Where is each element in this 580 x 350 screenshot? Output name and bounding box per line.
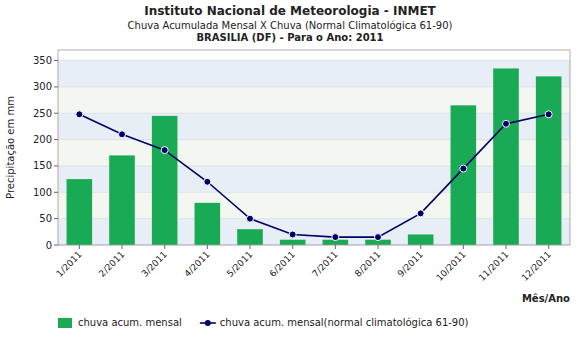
y-tick: [54, 165, 58, 166]
marker: [161, 147, 168, 154]
marker: [417, 210, 424, 217]
subtitle: BRASILIA (DF) - Para o Ano: 2011: [196, 32, 383, 43]
x-tick-label: 6/2011: [268, 249, 297, 278]
x-axis-label: Mês/Ano: [522, 293, 570, 304]
x-tick: [122, 245, 123, 249]
bar: [237, 229, 263, 245]
bar: [451, 105, 477, 245]
title: Instituto Nacional de Meteorologia - INM…: [144, 4, 436, 18]
x-tick: [292, 245, 293, 249]
bar: [536, 76, 562, 245]
marker: [76, 111, 83, 118]
y-tick: [54, 218, 58, 219]
marker: [375, 234, 382, 241]
x-axis: 1/2011 2/2011 3/2011 4/2011 5/2011 6/2011 7/20…: [54, 245, 553, 283]
bar: [493, 68, 519, 245]
x-tick-label: 5/2011: [225, 249, 254, 278]
y-tick: [54, 192, 58, 193]
x-tick: [79, 245, 80, 249]
x-tick: [548, 245, 549, 249]
legend-marker: [205, 320, 211, 326]
legend-swatch: [58, 318, 72, 328]
line: [79, 114, 548, 237]
y-tick-label: 0: [46, 240, 52, 251]
bar: [109, 155, 135, 245]
x-tick-label: 10/2011: [434, 249, 468, 283]
y-tick: [54, 113, 58, 114]
chart-svg: Instituto Nacional de Meteorologia - INM…: [0, 0, 580, 350]
bar: [408, 234, 434, 245]
y-tick-label: 300: [33, 81, 52, 92]
y-tick-label: 200: [33, 134, 52, 145]
x-tick: [506, 245, 507, 249]
y-tick-label: 50: [39, 213, 52, 224]
x-tick-label: 2/2011: [97, 249, 126, 278]
y-tick: [54, 245, 58, 246]
marker: [460, 165, 467, 172]
x-tick: [420, 245, 421, 249]
x-tick: [164, 245, 165, 249]
marker: [119, 131, 126, 138]
x-tick-label: 7/2011: [310, 249, 339, 278]
x-tick: [378, 245, 379, 249]
x-tick-label: 9/2011: [396, 249, 425, 278]
x-tick-label: 8/2011: [353, 249, 382, 278]
y-tick-label: 150: [33, 160, 52, 171]
x-tick: [207, 245, 208, 249]
marker: [545, 111, 552, 118]
marker: [289, 231, 296, 238]
marker: [247, 215, 254, 222]
x-tick: [463, 245, 464, 249]
x-tick-label: 1/2011: [54, 249, 83, 278]
marker: [204, 178, 211, 185]
x-tick-label: 11/2011: [477, 249, 511, 283]
y-tick: [54, 86, 58, 87]
bar: [280, 240, 306, 245]
x-tick: [250, 245, 251, 249]
x-tick: [335, 245, 336, 249]
y-tick-label: 350: [33, 55, 52, 66]
y-axis: 0 50 100 150 200 250 300 350: [33, 55, 58, 250]
x-tick-label: 12/2011: [520, 249, 554, 283]
bar: [67, 179, 93, 245]
x-tick-label: 4/2011: [182, 249, 211, 278]
y-tick: [54, 60, 58, 61]
grid-line: [58, 60, 570, 61]
plot-area: [67, 68, 562, 245]
grid: [58, 61, 570, 245]
bar: [195, 203, 221, 245]
y-tick-label: 250: [33, 108, 52, 119]
marker: [332, 234, 339, 241]
x-tick-label: 3/2011: [140, 249, 169, 278]
plot-frame: [58, 50, 570, 245]
bar: [152, 116, 178, 245]
chart-container: Instituto Nacional de Meteorologia - INM…: [0, 0, 580, 350]
y-tick: [54, 139, 58, 140]
y-axis-label: Precipitação em mm: [5, 96, 16, 199]
legend-label: chuva acum. mensal: [78, 317, 182, 328]
y-tick-label: 100: [33, 187, 52, 198]
legend: chuva acum. mensal chuva acum. mensal(nor…: [58, 317, 469, 328]
subtitle: Chuva Acumulada Mensal X Chuva (Normal C…: [128, 20, 453, 31]
legend-label: chuva acum. mensal(normal climatológica …: [220, 317, 469, 328]
marker: [503, 120, 510, 127]
